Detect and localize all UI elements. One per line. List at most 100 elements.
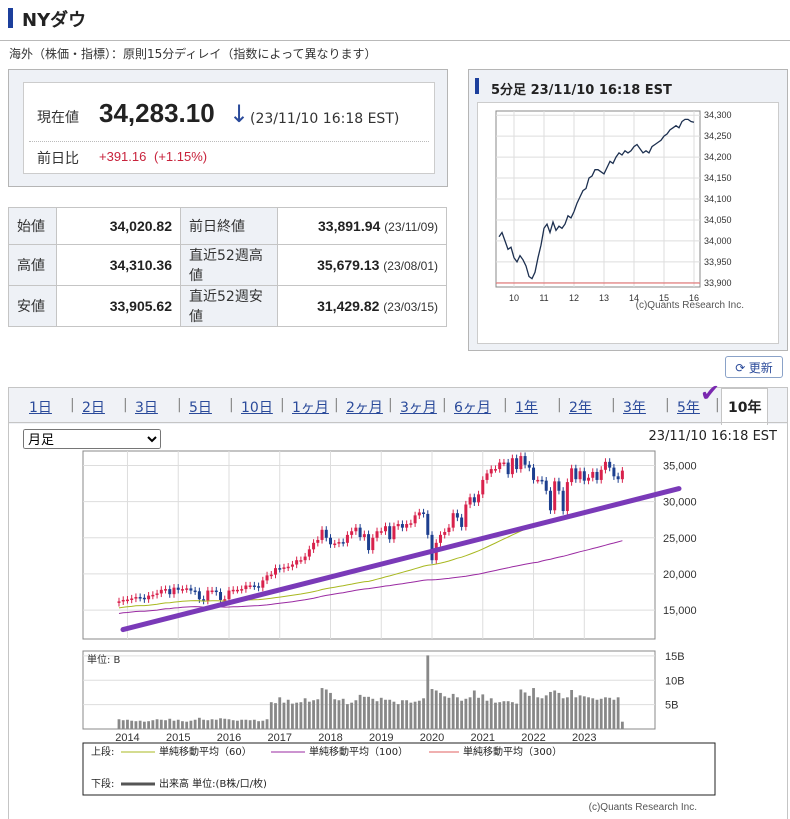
volume-unit-label: 単位: B	[87, 653, 121, 666]
volume-bar	[527, 695, 531, 729]
candle	[612, 467, 616, 477]
tab-13[interactable]: 5年	[677, 400, 700, 416]
candle	[151, 594, 155, 597]
volume-bar	[189, 720, 193, 729]
table-row: 安値 33,905.62 直近52週安値 31,429.82 (23/03/15…	[8, 285, 447, 327]
table-row: 高値 34,310.36 直近52週高値 35,679.13 (23/08/01…	[8, 244, 447, 286]
tab-separator: |	[388, 397, 393, 413]
tab-11[interactable]: 2年	[569, 400, 592, 416]
volume-bar	[202, 719, 205, 729]
chart-type-select[interactable]: 月足	[23, 429, 161, 449]
volume-bar	[396, 704, 400, 729]
candle	[303, 556, 307, 561]
tab-2[interactable]: 2日	[82, 400, 105, 416]
candle	[464, 504, 468, 527]
change-percent: (+1.15%)	[154, 149, 208, 164]
volume-bar	[553, 690, 557, 729]
tab-6[interactable]: 1ヶ月	[292, 400, 329, 416]
volume-bar	[612, 699, 616, 729]
volume-bar	[303, 698, 307, 729]
tab-separator: |	[334, 397, 339, 413]
mini-x-tick: 16	[689, 293, 699, 303]
volume-bar	[439, 692, 442, 729]
candle	[587, 477, 591, 481]
tab-10[interactable]: 1年	[515, 400, 538, 416]
candle	[570, 468, 574, 483]
candle	[540, 479, 544, 482]
candle	[578, 471, 582, 480]
candle	[502, 462, 506, 465]
candle	[320, 529, 324, 540]
volume-bar	[274, 703, 277, 729]
volume-bar	[337, 700, 341, 729]
mini-y-tick: 34,150	[704, 173, 732, 183]
tab-14[interactable]: 10年 ✔	[700, 379, 769, 425]
candle	[180, 589, 184, 591]
volume-bar	[117, 719, 121, 729]
volume-bar	[582, 696, 586, 729]
prev-close-date: (23/11/09)	[384, 220, 438, 234]
tab-9[interactable]: 6ヶ月	[454, 400, 491, 416]
tab-12[interactable]: 3年	[623, 400, 646, 416]
candle	[422, 512, 426, 514]
tab-7[interactable]: 2ヶ月	[346, 400, 383, 416]
tab-3[interactable]: 3日	[135, 400, 158, 416]
high-label: 高値	[8, 244, 57, 286]
tab-1[interactable]: 1日	[29, 400, 52, 416]
refresh-icon: ⟳	[735, 360, 746, 375]
high52-date: (23/08/01)	[383, 259, 438, 273]
volume-bar	[126, 719, 129, 729]
volume-bar	[206, 720, 210, 729]
candle	[227, 590, 231, 600]
candle	[481, 479, 485, 495]
trend-line	[120, 486, 682, 633]
volume-bar	[375, 701, 379, 729]
volume-bar	[595, 699, 599, 729]
tab-separator: |	[280, 397, 285, 413]
mini-chart-credit: (c)Quants Research Inc.	[636, 300, 744, 311]
candle	[595, 471, 599, 480]
candle	[485, 473, 489, 480]
volume-bar	[604, 697, 607, 729]
mini-x-tick: 10	[509, 293, 519, 303]
volume-bar	[193, 719, 197, 729]
intraday-chart: 10 11 12 13 14 15 16 34,300 34,250 34,200 34,150 34…	[495, 110, 744, 311]
volume-bar	[422, 698, 425, 729]
volume-bar	[417, 700, 421, 729]
volume-bar	[413, 701, 417, 729]
candle	[354, 527, 358, 532]
monthly-chart: 35,000 30,000 25,000 20,000 15,000 15B 10B 5B 単位…	[82, 450, 716, 813]
candle	[290, 564, 294, 567]
volume-bar	[362, 696, 366, 729]
header-accent-bar	[8, 8, 13, 28]
main-timestamp: 23/11/10 16:18 EST	[648, 429, 777, 444]
candle	[197, 591, 201, 600]
candle	[117, 601, 121, 603]
volume-bar	[282, 702, 286, 729]
candle	[443, 531, 447, 535]
tab-5[interactable]: 10日	[241, 400, 273, 416]
volume-bar	[464, 698, 468, 729]
volume-bar	[561, 698, 565, 729]
mini-y-tick: 34,000	[704, 236, 732, 246]
volume-bar	[164, 720, 167, 729]
candle	[603, 461, 607, 470]
volume-bar	[409, 702, 413, 729]
volume-bar	[138, 720, 142, 729]
candle	[527, 464, 531, 468]
tab-separator: |	[123, 397, 128, 413]
tab-separator: |	[557, 397, 562, 413]
tab-8[interactable]: 3ヶ月	[400, 400, 437, 416]
change-label: 前日比	[37, 151, 79, 167]
page-header: NYダウ	[0, 0, 790, 41]
refresh-button[interactable]: ⟳ 更新	[725, 356, 783, 378]
mini-y-tick: 34,050	[704, 215, 732, 225]
main-x-tick: 2021	[471, 732, 495, 744]
tab-4[interactable]: 5日	[189, 400, 212, 416]
candle	[367, 534, 371, 551]
candle	[341, 542, 345, 544]
volume-bar	[392, 701, 396, 729]
candle	[616, 476, 620, 480]
checkmark-icon: ✔	[700, 379, 721, 407]
candle	[312, 542, 316, 550]
